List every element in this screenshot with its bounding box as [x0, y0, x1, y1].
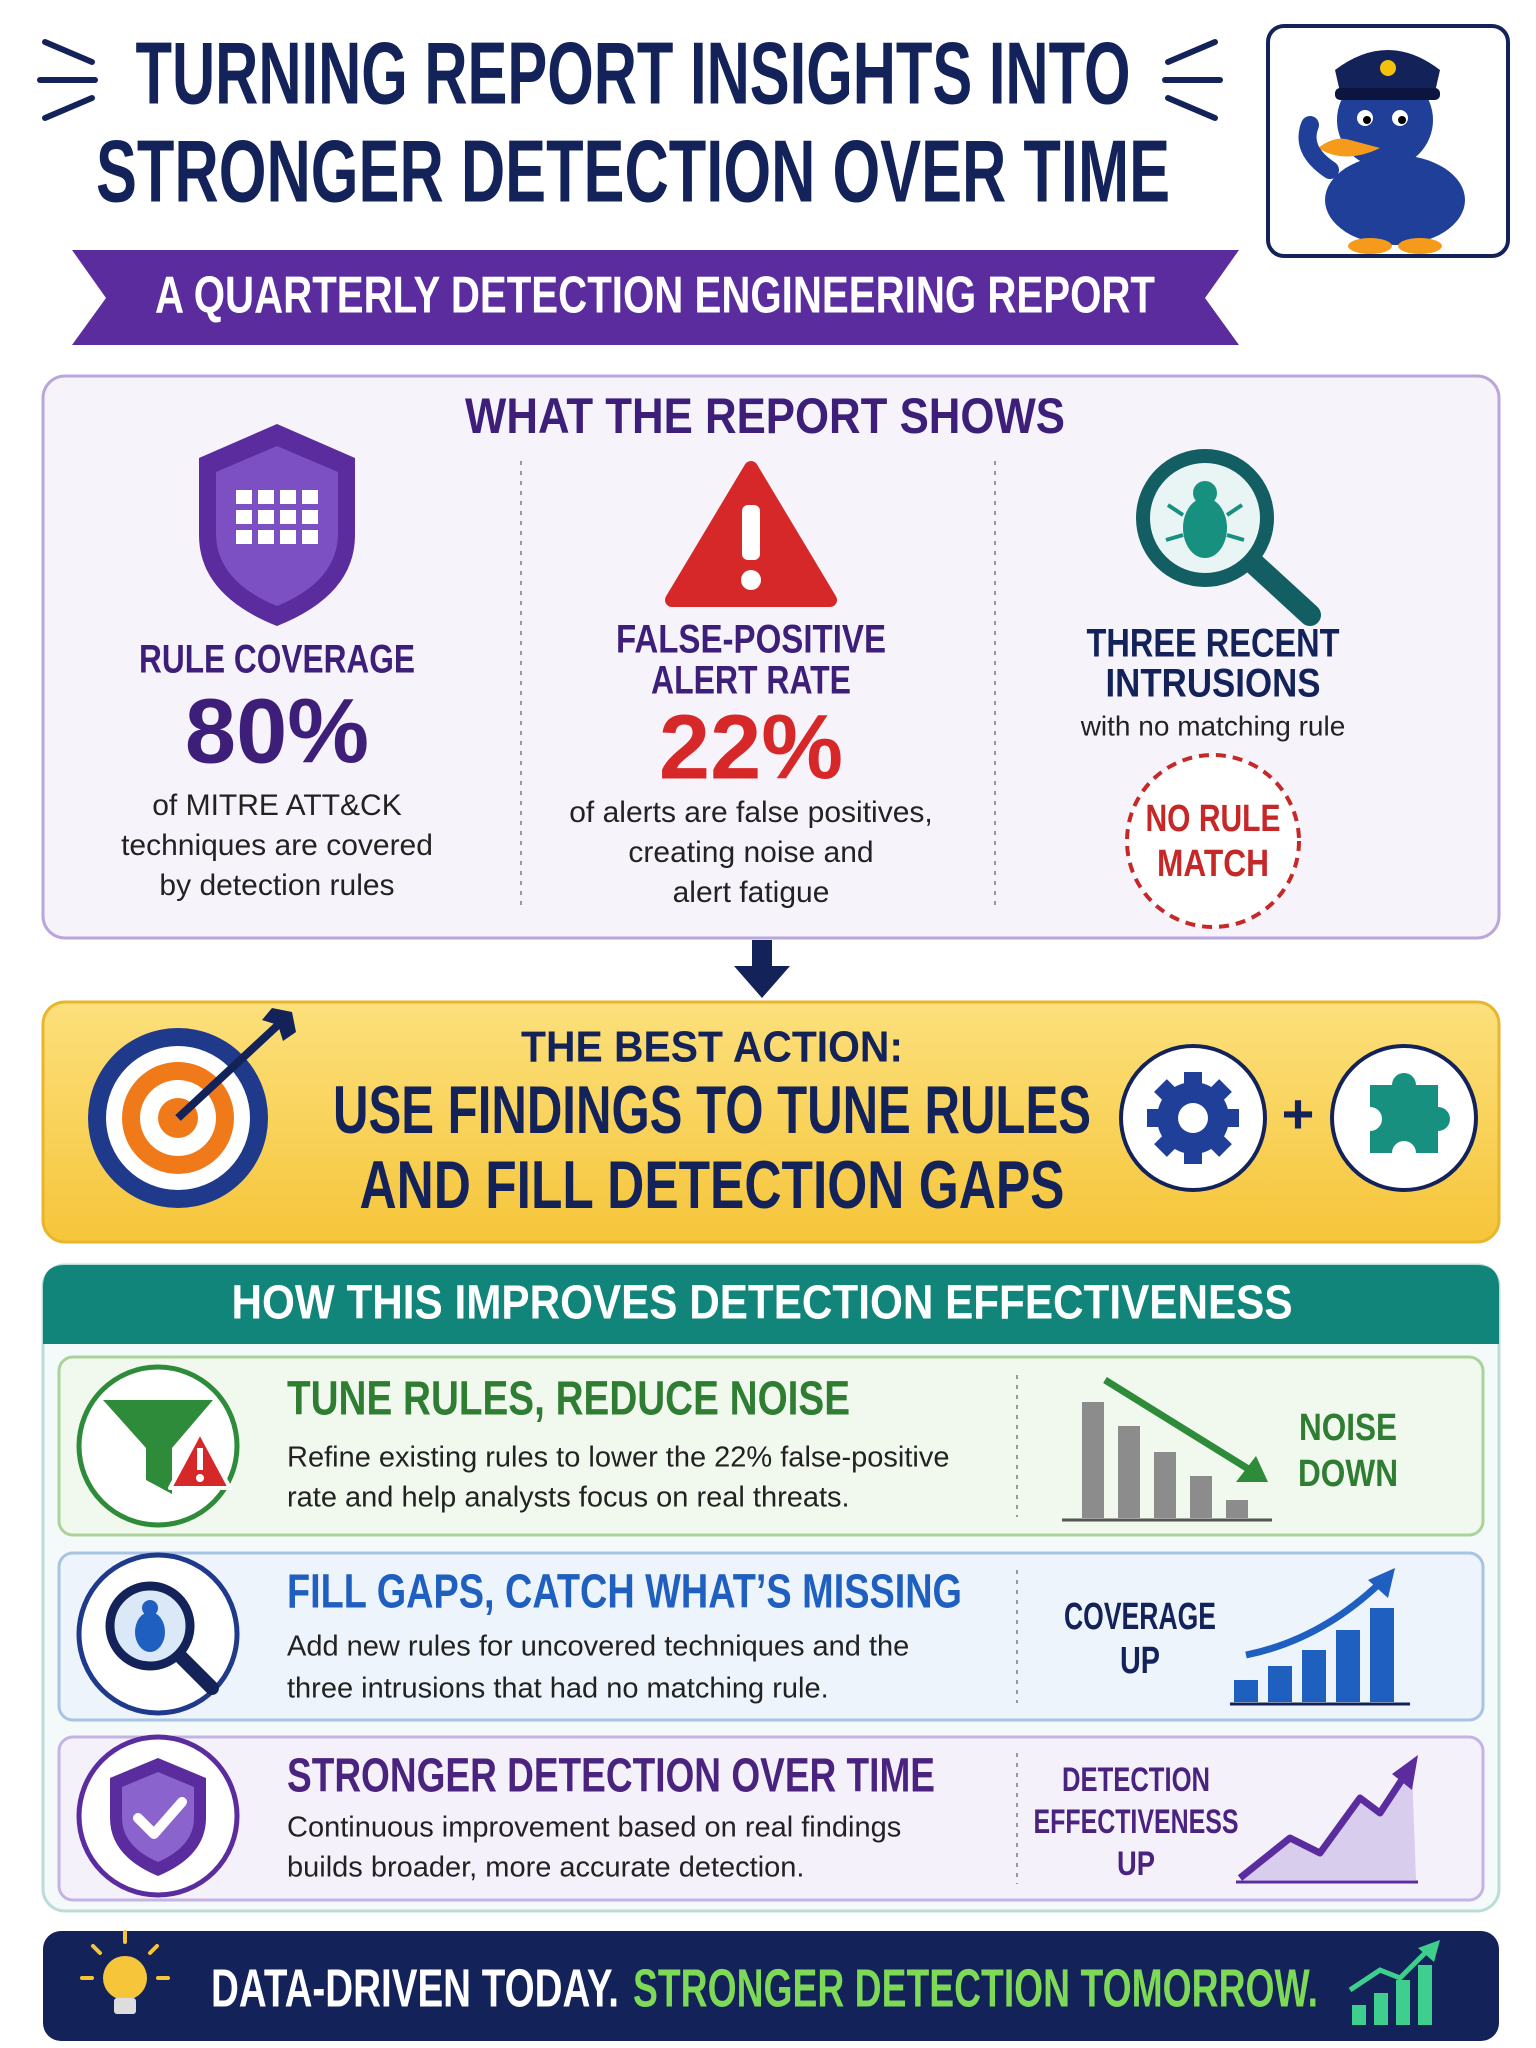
bulb-icon: [80, 1930, 170, 2014]
footer-highlight: STRONGER DETECTION TOMORROW.: [633, 1958, 1318, 2018]
row-text: Add new rules for uncovered techniques a…: [287, 1631, 909, 1663]
improvement-row: [57, 1551, 1485, 1722]
row-text: rate and help analysts focus on real thr…: [287, 1482, 850, 1514]
stat-note: with no matching rule: [1080, 710, 1346, 741]
stat-description: by detection rules: [159, 869, 394, 902]
section-header-band: [43, 1265, 1499, 1344]
row-text: Refine existing rules to lower the 22% f…: [287, 1442, 950, 1474]
flow-arrow: [734, 940, 790, 998]
subtitle: A QUARTERLY DETECTION ENGINEERING REPORT: [155, 267, 1155, 325]
footer-bar: [43, 1931, 1499, 2041]
stat-description: of MITRE ATT&CK: [152, 789, 401, 822]
title-accents: [37, 39, 1223, 121]
badge-text: NO RULE: [1146, 798, 1281, 840]
stat-description: techniques are covered: [121, 829, 433, 862]
search-icon: [76, 1552, 240, 1716]
column-dividers: [520, 461, 996, 909]
stat-label: RULE COVERAGE: [139, 638, 415, 682]
row-title: FILL GAPS, CATCH WHAT’S MISSING: [287, 1566, 962, 1619]
section-title: WHAT THE REPORT SHOWS: [465, 388, 1065, 444]
join-symbol: +: [1282, 1082, 1315, 1145]
row-tag: UP: [1120, 1640, 1160, 1682]
growth-icon: [1348, 1940, 1440, 2025]
section-title: HOW THIS IMPROVES DETECTION EFFECTIVENES…: [232, 1277, 1293, 1330]
badge-text: MATCH: [1157, 843, 1269, 885]
report-panel: [41, 374, 1501, 940]
check-shield-icon: [76, 1734, 240, 1898]
row-title: TUNE RULES, REDUCE NOISE: [287, 1373, 850, 1426]
row-title: STRONGER DETECTION OVER TIME: [287, 1750, 935, 1803]
row-text: three intrusions that had no matching ru…: [287, 1673, 829, 1705]
footer-lead: DATA-DRIVEN TODAY.: [211, 1958, 619, 2018]
subtitle-ribbon: [72, 250, 1239, 345]
puzzle-icon: [1330, 1044, 1478, 1192]
improvement-row: [57, 1735, 1485, 1902]
stat-label: INTRUSIONS: [1106, 662, 1321, 706]
row-tag: EFFECTIVENESS: [1034, 1803, 1239, 1841]
stat-description: creating noise and: [628, 836, 873, 869]
stat-value: 22%: [659, 696, 843, 798]
row-text: Continuous improvement based on real fin…: [287, 1812, 901, 1844]
stat-label: FALSE-POSITIVE: [616, 618, 886, 662]
intrusion-icon: [1136, 449, 1321, 626]
action-headline: USE FINDINGS TO TUNE RULES: [333, 1072, 1091, 1148]
stat-description: alert fatigue: [673, 876, 830, 909]
action-panel: [41, 1000, 1501, 1244]
stat-label: ALERT RATE: [651, 659, 851, 703]
effectiveness-chart-icon: [1236, 1755, 1418, 1884]
stat-label: THREE RECENT: [1087, 622, 1340, 666]
title-line: TURNING REPORT INSIGHTS INTO: [136, 23, 1131, 122]
target-icon: [88, 1008, 296, 1208]
row-tag: NOISE: [1299, 1407, 1397, 1449]
stat-value: 80%: [185, 680, 369, 782]
no-match-badge: [1125, 753, 1301, 929]
row-text: builds broader, more accurate detection.: [287, 1852, 804, 1884]
row-tag: UP: [1117, 1845, 1155, 1883]
row-tag: DETECTION: [1062, 1761, 1210, 1799]
funnel-icon: [76, 1364, 240, 1528]
warning-icon: [665, 461, 837, 607]
noise-chart-icon: [1062, 1377, 1272, 1522]
action-headline: AND FILL DETECTION GAPS: [360, 1147, 1065, 1223]
action-kicker: THE BEST ACTION:: [521, 1023, 903, 1072]
mascot: [1266, 24, 1510, 258]
shield-icon: [199, 424, 355, 626]
stat-description: of alerts are false positives,: [569, 796, 933, 829]
row-tag: DOWN: [1298, 1453, 1398, 1495]
coverage-chart-icon: [1230, 1568, 1410, 1706]
title-line: STRONGER DETECTION OVER TIME: [96, 121, 1170, 220]
row-tag: COVERAGE: [1064, 1596, 1216, 1638]
gear-icon: [1119, 1044, 1267, 1192]
